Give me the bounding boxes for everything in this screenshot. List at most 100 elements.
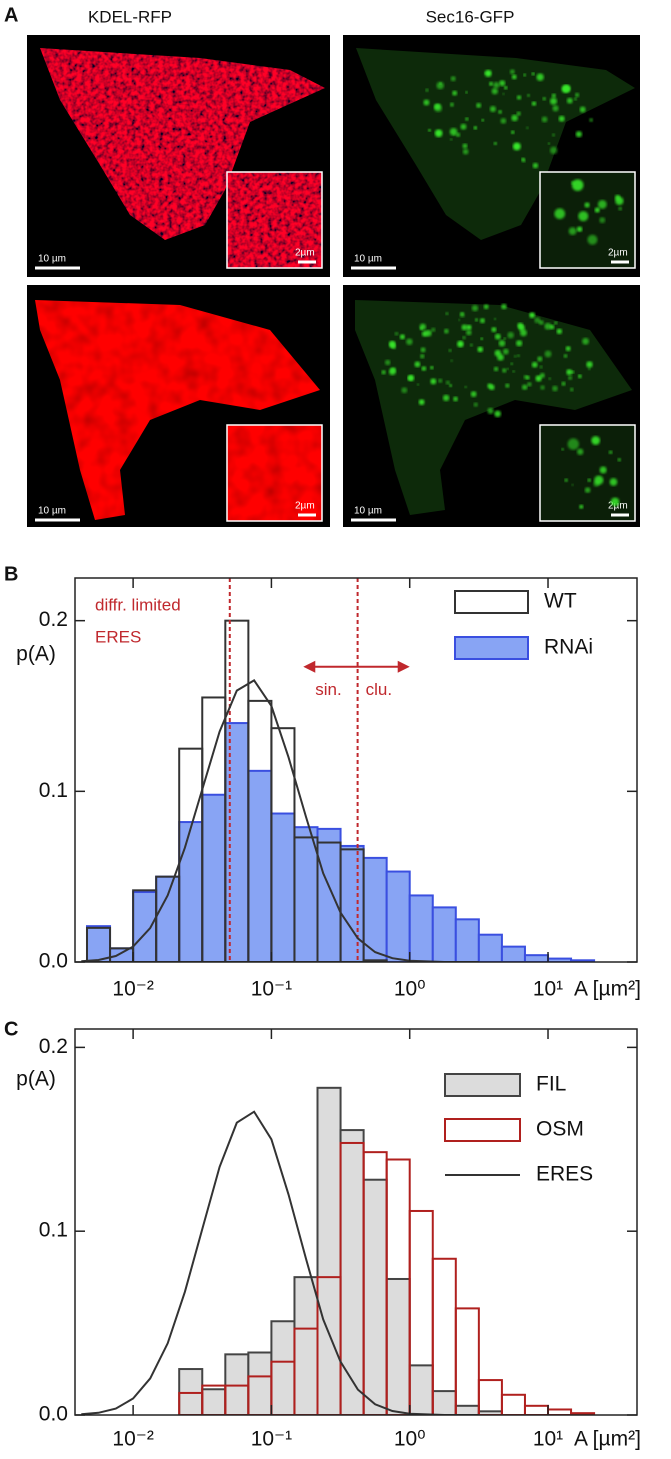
- legend-swatch: [444, 1073, 521, 1097]
- x-tick-label: 10⁻¹: [251, 978, 292, 1001]
- ere-spot: [462, 148, 469, 155]
- ere-spot: [556, 328, 563, 334]
- ere-spot: [608, 450, 613, 455]
- bar: [523, 1404, 550, 1415]
- ere-spot: [493, 366, 499, 372]
- ere-spot: [501, 303, 507, 310]
- x-tick-label: 10¹: [533, 978, 563, 1001]
- ere-spot: [594, 207, 600, 213]
- ere-spot: [544, 322, 552, 330]
- ere-spot: [450, 359, 453, 362]
- column-title: KDEL-RFP: [88, 7, 172, 26]
- ere-spot: [566, 97, 573, 104]
- ere-spot: [509, 69, 515, 75]
- ere-spot: [494, 410, 501, 418]
- ere-spot: [552, 133, 555, 137]
- ere-spot: [531, 72, 535, 76]
- ere-spot: [582, 337, 589, 345]
- bar: [178, 821, 204, 962]
- ere-spot: [567, 438, 580, 450]
- panel-label: A: [4, 4, 18, 26]
- scale-bar-label: 2µm: [295, 248, 315, 259]
- bar: [408, 1364, 434, 1415]
- bar: [201, 793, 227, 962]
- ere-spot: [421, 366, 427, 371]
- ere-spot: [525, 375, 530, 380]
- ere-spot: [579, 504, 584, 509]
- cell: [35, 300, 320, 520]
- micrograph: 10 µm 2µm: [343, 285, 640, 527]
- ere-spot: [476, 102, 482, 108]
- x-tick-label: 10⁰: [394, 1428, 426, 1451]
- ere-spot: [462, 335, 466, 340]
- bar: [431, 1390, 457, 1415]
- ere-spot: [477, 346, 484, 353]
- ere-spot: [506, 367, 509, 370]
- bar: [500, 945, 526, 962]
- ere-spot: [453, 396, 458, 402]
- ere-spot: [430, 365, 434, 370]
- ere-spot: [552, 385, 558, 392]
- ere-spot: [438, 378, 443, 383]
- ere-spot: [407, 374, 415, 382]
- scale-bar-label: 10 µm: [38, 506, 66, 517]
- y-tick-label: 0.0: [39, 1403, 68, 1426]
- x-tick-label: 10⁰: [394, 978, 426, 1001]
- ere-spot: [575, 131, 582, 138]
- ere-spot: [503, 86, 508, 90]
- ere-spot: [423, 99, 430, 106]
- bar: [316, 1086, 342, 1415]
- ere-spot: [610, 497, 620, 507]
- ere-spot: [466, 324, 472, 330]
- legend-label: FIL: [536, 1073, 566, 1096]
- ere-spot: [425, 88, 429, 92]
- ere-spot: [466, 329, 472, 336]
- ere-spot: [449, 102, 454, 107]
- ere-spot: [618, 206, 623, 211]
- bar: [523, 954, 550, 962]
- ere-spot: [539, 365, 543, 369]
- ere-spot: [566, 369, 573, 376]
- ere-spot: [497, 354, 504, 361]
- ere-spot: [388, 368, 396, 376]
- ere-spot: [443, 328, 449, 334]
- ere-spot: [536, 73, 544, 81]
- bar: [500, 1393, 526, 1415]
- plot-area: [81, 578, 596, 962]
- bar: [224, 722, 250, 962]
- annotation: clu.: [366, 680, 392, 699]
- ere-spot: [493, 82, 500, 89]
- ere-spot: [570, 387, 574, 392]
- ere-spot: [519, 329, 527, 337]
- ere-spot: [547, 142, 550, 145]
- ere-spot: [445, 312, 449, 316]
- ere-spot: [574, 92, 580, 98]
- fit-curve: [81, 679, 479, 962]
- bar: [339, 1129, 365, 1415]
- ere-spot: [449, 384, 453, 388]
- y-tick-label: 0.1: [39, 1219, 68, 1242]
- scale-bar-label: 2µm: [608, 248, 628, 259]
- y-axis-label: p(A): [16, 1068, 56, 1091]
- bar: [293, 1276, 319, 1415]
- ere-spot: [529, 312, 535, 318]
- y-tick-label: 0.2: [39, 608, 68, 631]
- ere-spot: [594, 475, 604, 485]
- ere-spot: [399, 334, 405, 340]
- ere-spot: [577, 448, 584, 455]
- ere-spot: [587, 478, 592, 482]
- bar: [454, 1307, 480, 1415]
- ere-spot: [542, 97, 546, 101]
- bar: [362, 959, 388, 962]
- x-axis-label: A [µm²]: [574, 1428, 641, 1451]
- ere-spot: [434, 129, 443, 138]
- ere-spot: [458, 318, 461, 321]
- ere-spot: [494, 333, 501, 340]
- x-tick-label: 10⁻¹: [251, 1428, 292, 1451]
- ere-spot: [571, 483, 574, 486]
- ere-spot: [617, 458, 622, 462]
- ere-spot: [421, 330, 428, 337]
- scale-bar-label: 2µm: [608, 501, 628, 512]
- ere-spot: [462, 143, 468, 149]
